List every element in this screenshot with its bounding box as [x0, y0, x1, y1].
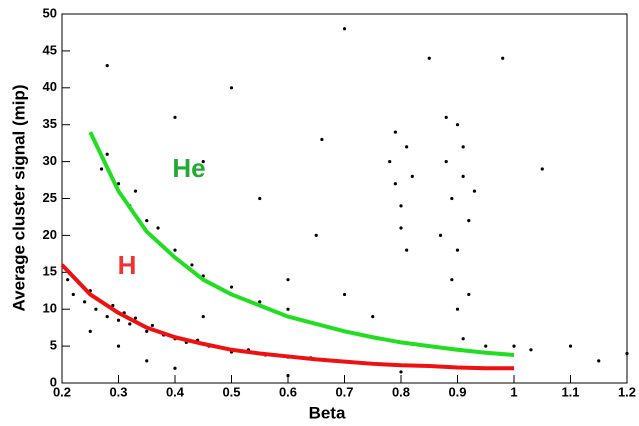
y-tick-label: 5 — [50, 338, 57, 353]
point — [405, 248, 409, 252]
point — [320, 137, 324, 142]
x-tick-label: 1.1 — [561, 384, 579, 399]
point — [116, 344, 121, 348]
point — [512, 344, 516, 348]
point — [461, 145, 465, 149]
point — [173, 366, 177, 370]
curve — [60, 263, 514, 371]
y-tick-label: 10 — [43, 301, 57, 316]
point — [388, 160, 392, 164]
point — [201, 160, 205, 164]
x-tick-label: 1 — [510, 384, 517, 399]
y-tick-label: 50 — [43, 5, 57, 20]
point — [314, 233, 318, 237]
point — [66, 278, 70, 282]
point — [393, 182, 397, 186]
point — [105, 64, 109, 68]
point — [116, 318, 121, 322]
point — [83, 300, 87, 304]
x-tick-label: 0.9 — [448, 384, 466, 399]
point — [71, 292, 75, 297]
point — [145, 359, 149, 363]
y-tick-label: 35 — [43, 116, 57, 131]
point — [444, 115, 448, 119]
point — [105, 152, 109, 156]
point — [201, 314, 205, 319]
point — [173, 115, 177, 119]
point — [133, 316, 138, 320]
h-label: H — [118, 250, 137, 280]
point — [455, 123, 460, 127]
point — [540, 167, 544, 171]
point — [145, 219, 149, 223]
x-tick-label: 0.8 — [392, 384, 410, 399]
point — [128, 322, 132, 326]
point — [156, 226, 160, 230]
point — [461, 174, 465, 178]
point — [150, 323, 154, 328]
x-axis-title: Beta — [309, 403, 346, 422]
point — [173, 248, 177, 252]
point — [286, 278, 290, 282]
point — [501, 56, 505, 60]
x-tick-label: 0.2 — [53, 384, 71, 399]
point — [529, 348, 533, 352]
x-tick-label: 0.5 — [222, 384, 240, 399]
point — [286, 307, 290, 311]
point — [405, 145, 409, 149]
y-tick-label: 0 — [50, 374, 57, 389]
x-tick-label: 0.4 — [166, 384, 185, 399]
he-label: He — [172, 153, 205, 183]
point — [455, 307, 460, 311]
y-tick-label: 25 — [43, 190, 57, 205]
point — [342, 27, 347, 31]
y-tick-label: 30 — [43, 153, 57, 168]
point — [399, 226, 403, 230]
point — [568, 344, 573, 348]
point — [342, 292, 347, 297]
point — [597, 359, 601, 363]
point — [438, 233, 443, 237]
point — [393, 130, 397, 134]
point — [399, 370, 403, 374]
point — [444, 160, 448, 164]
point — [371, 314, 375, 319]
x-tick-label: 0.3 — [109, 384, 127, 399]
x-tick-label: 0.7 — [335, 384, 353, 399]
point — [133, 189, 138, 193]
point — [484, 344, 488, 348]
point — [145, 329, 149, 333]
point — [450, 196, 454, 201]
point — [625, 351, 629, 356]
x-tick-label: 0.6 — [279, 384, 297, 399]
point — [258, 196, 262, 201]
x-tick-label: 1.2 — [618, 384, 636, 399]
point — [229, 285, 234, 289]
point — [229, 86, 234, 90]
point — [461, 337, 465, 341]
point — [472, 189, 477, 193]
point — [190, 263, 194, 267]
point — [399, 204, 403, 208]
point — [88, 329, 92, 333]
point — [94, 307, 98, 311]
point — [467, 219, 471, 223]
point — [105, 314, 109, 319]
y-axis-title: Average cluster signal (mip) — [9, 84, 28, 311]
point — [410, 174, 414, 178]
point — [450, 278, 454, 282]
point — [258, 300, 262, 304]
point — [427, 56, 431, 60]
y-tick-label: 40 — [43, 79, 57, 94]
y-tick-label: 20 — [43, 227, 57, 242]
curve — [88, 131, 515, 357]
point — [116, 182, 121, 186]
point — [99, 167, 104, 171]
point — [467, 292, 471, 297]
point — [286, 374, 290, 378]
y-tick-label: 15 — [43, 264, 57, 279]
point — [455, 248, 460, 252]
y-tick-label: 45 — [43, 42, 57, 57]
